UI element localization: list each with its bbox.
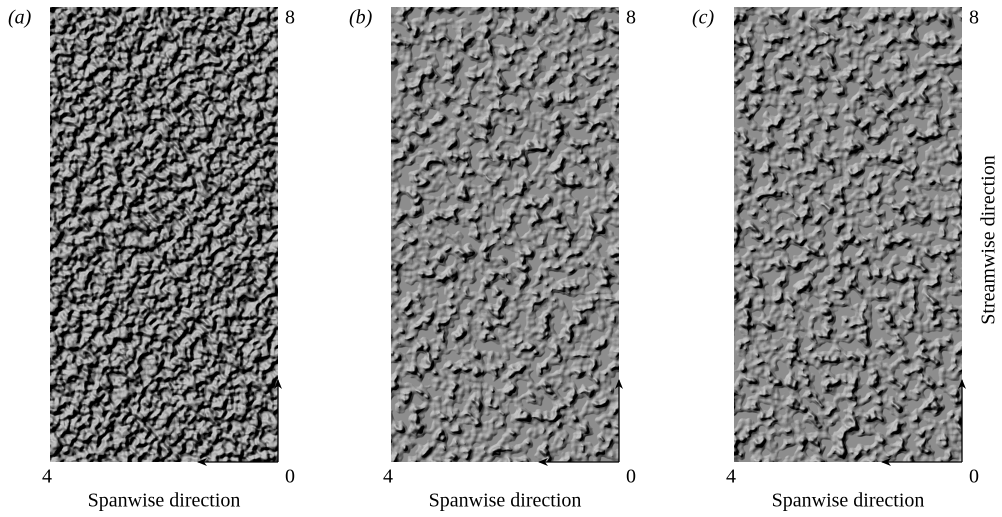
x-axis-label: Spanwise direction (88, 490, 241, 512)
right-tick-label: 0 (626, 466, 636, 488)
y-axis-label: Streamwise direction (978, 155, 1000, 324)
surface-image (391, 7, 619, 462)
top-tick-label: 8 (626, 7, 636, 29)
x-axis-label: Spanwise direction (429, 490, 582, 512)
top-tick-label: 8 (969, 7, 979, 29)
right-tick-label: 0 (969, 466, 979, 488)
surface-image (50, 7, 278, 462)
panel-label: (c) (692, 7, 715, 29)
surface-image (734, 7, 962, 462)
top-tick-label: 8 (285, 7, 295, 29)
left-tick-label: 4 (42, 466, 52, 488)
x-axis-label: Spanwise direction (772, 490, 925, 512)
left-tick-label: 4 (383, 466, 393, 488)
left-tick-label: 4 (726, 466, 736, 488)
panel-label: (b) (349, 7, 373, 29)
right-tick-label: 0 (285, 466, 295, 488)
panel-label: (a) (8, 7, 32, 29)
